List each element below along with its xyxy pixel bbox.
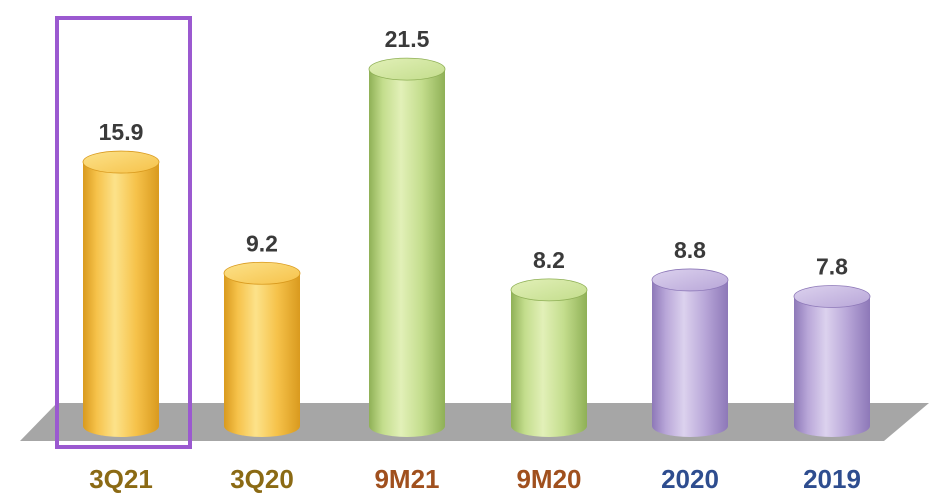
bar-body	[83, 162, 159, 437]
bar-9M21	[368, 57, 446, 437]
bar-body	[794, 296, 870, 437]
bar-body	[511, 289, 587, 437]
bar-2020	[651, 268, 729, 437]
bar-body	[369, 69, 445, 437]
bar-3Q20	[223, 261, 301, 437]
value-label: 15.9	[99, 119, 144, 145]
value-label: 8.2	[533, 247, 565, 273]
bar-cap	[368, 57, 446, 81]
highlight-box	[55, 16, 192, 449]
category-label: 9M21	[374, 464, 439, 494]
category-label: 3Q21	[89, 464, 153, 494]
value-labels-group: 15.9 9.2 21.5 8.2 8.8 7.8	[99, 26, 849, 279]
category-label: 2019	[803, 464, 861, 494]
bar-2019	[793, 285, 871, 437]
bar-body	[224, 273, 300, 437]
bar-cap	[82, 150, 160, 174]
category-label: 3Q20	[230, 464, 294, 494]
bar-cap	[510, 278, 588, 302]
category-labels-group: 3Q21 3Q20 9M21 9M20 2020 2019	[89, 464, 861, 494]
bar-9M20	[510, 278, 588, 437]
bar-cap	[223, 261, 301, 285]
bar-cap	[651, 268, 729, 292]
bar-body	[652, 279, 728, 437]
bar-3Q21	[82, 150, 160, 437]
category-label: 2020	[661, 464, 719, 494]
value-label: 21.5	[385, 26, 430, 52]
category-label: 9M20	[516, 464, 581, 494]
bar-cap	[793, 285, 871, 308]
value-label: 9.2	[246, 230, 278, 256]
bars-group	[82, 57, 871, 437]
value-label: 7.8	[816, 254, 848, 280]
value-label: 8.8	[674, 237, 706, 263]
